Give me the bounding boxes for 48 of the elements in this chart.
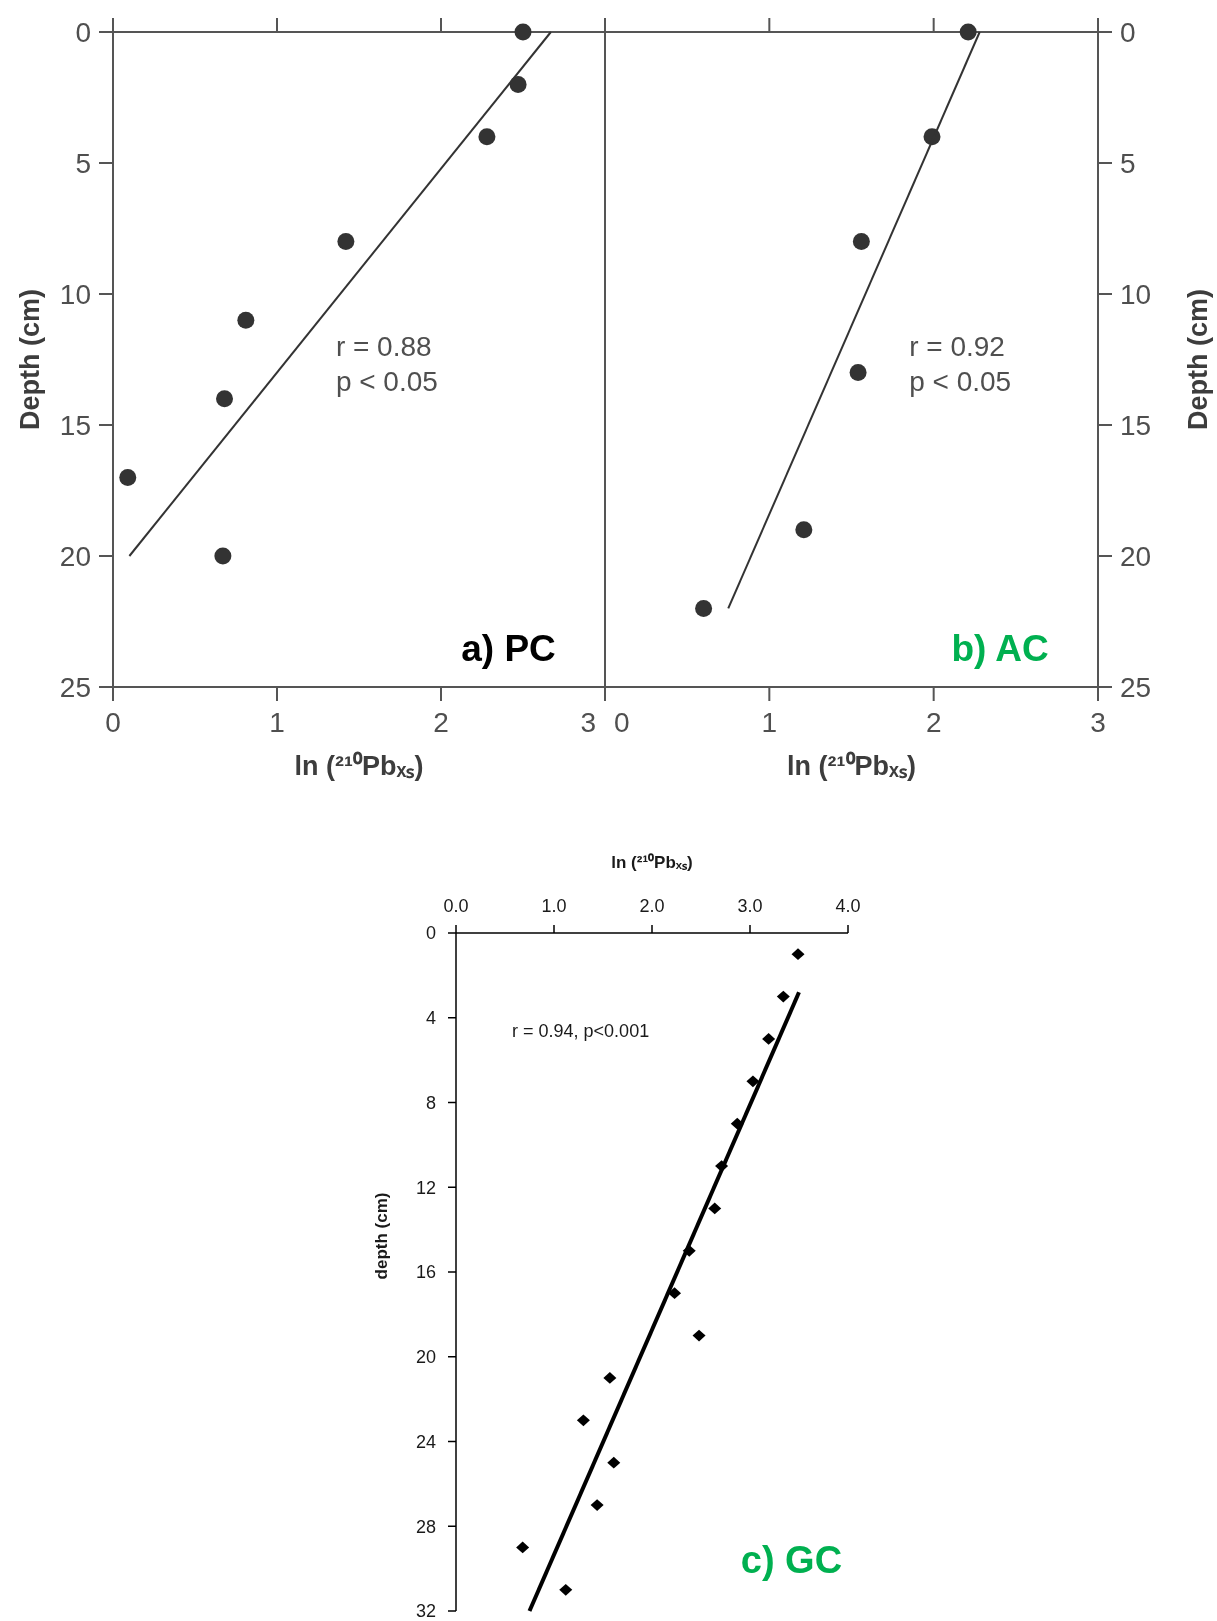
x-axis-title: ln (²¹⁰Pbₓₛ) [787, 751, 916, 781]
y-tick-label: 10 [59, 279, 91, 311]
y2-tick-label: 20 [1120, 541, 1152, 573]
y2-tick-label: 5 [1120, 148, 1136, 180]
y-tick-label: 12 [415, 1177, 436, 1198]
x-tick-label: 3 [580, 707, 596, 738]
x-tick-label: 1 [761, 707, 778, 738]
y2-tick-label: 15 [1120, 410, 1152, 442]
x-tick-label: 3 [1090, 707, 1106, 738]
annotation: r = 0.92 [909, 330, 1005, 362]
x-tick-label: 2.0 [639, 896, 665, 916]
x-tick-label: 4.0 [835, 896, 861, 916]
text: b) AC [951, 627, 1049, 669]
x-tick-label: 3.0 [737, 896, 763, 916]
annotation: r = 0.88 [335, 330, 432, 362]
y-axis-title: Depth (cm) [15, 289, 45, 430]
y-tick-label: 28 [415, 1516, 436, 1537]
y-tick-label: 0 [75, 17, 91, 49]
y-axis-title: depth (cm) [372, 1192, 391, 1280]
y2-tick-label: 0 [1120, 17, 1136, 49]
annotation: p < 0.05 [909, 365, 1012, 397]
y-tick-label: 4 [425, 1008, 436, 1029]
x-tick-label: 1 [269, 707, 285, 738]
x-tick-label: 2 [925, 707, 942, 738]
y-tick-label: 0 [425, 923, 436, 944]
y-tick-label: 20 [415, 1347, 436, 1368]
annotation: r = 0.94, p<0.001 [512, 1020, 650, 1041]
x-tick-label: 0.0 [443, 896, 469, 916]
y2-axis-title: Depth (cm) [1183, 289, 1213, 430]
y-tick-label: 24 [415, 1431, 436, 1452]
y-tick-label: 15 [59, 410, 91, 442]
y-tick-label: 25 [59, 672, 91, 704]
annotation: p < 0.05 [335, 365, 438, 397]
y-tick-label: 16 [415, 1262, 436, 1283]
x-tick-label: 2 [433, 707, 449, 738]
x-axis-title: ln (²¹⁰Pbₓₛ) [611, 853, 693, 872]
y-tick-label: 5 [75, 148, 91, 180]
x-tick-label: 0 [614, 707, 630, 738]
y-tick-label: 32 [415, 1601, 436, 1621]
text: a) PC [461, 627, 556, 669]
y2-tick-label: 10 [1120, 279, 1152, 311]
text: c) GC [740, 1539, 843, 1582]
x-tick-label: 1.0 [541, 896, 567, 916]
y-tick-label: 20 [59, 541, 91, 573]
x-axis-title: ln (²¹⁰Pbₓₛ) [294, 751, 424, 781]
y2-tick-label: 25 [1120, 672, 1152, 704]
y-tick-label: 8 [425, 1092, 436, 1113]
x-tick-label: 0 [105, 707, 121, 738]
